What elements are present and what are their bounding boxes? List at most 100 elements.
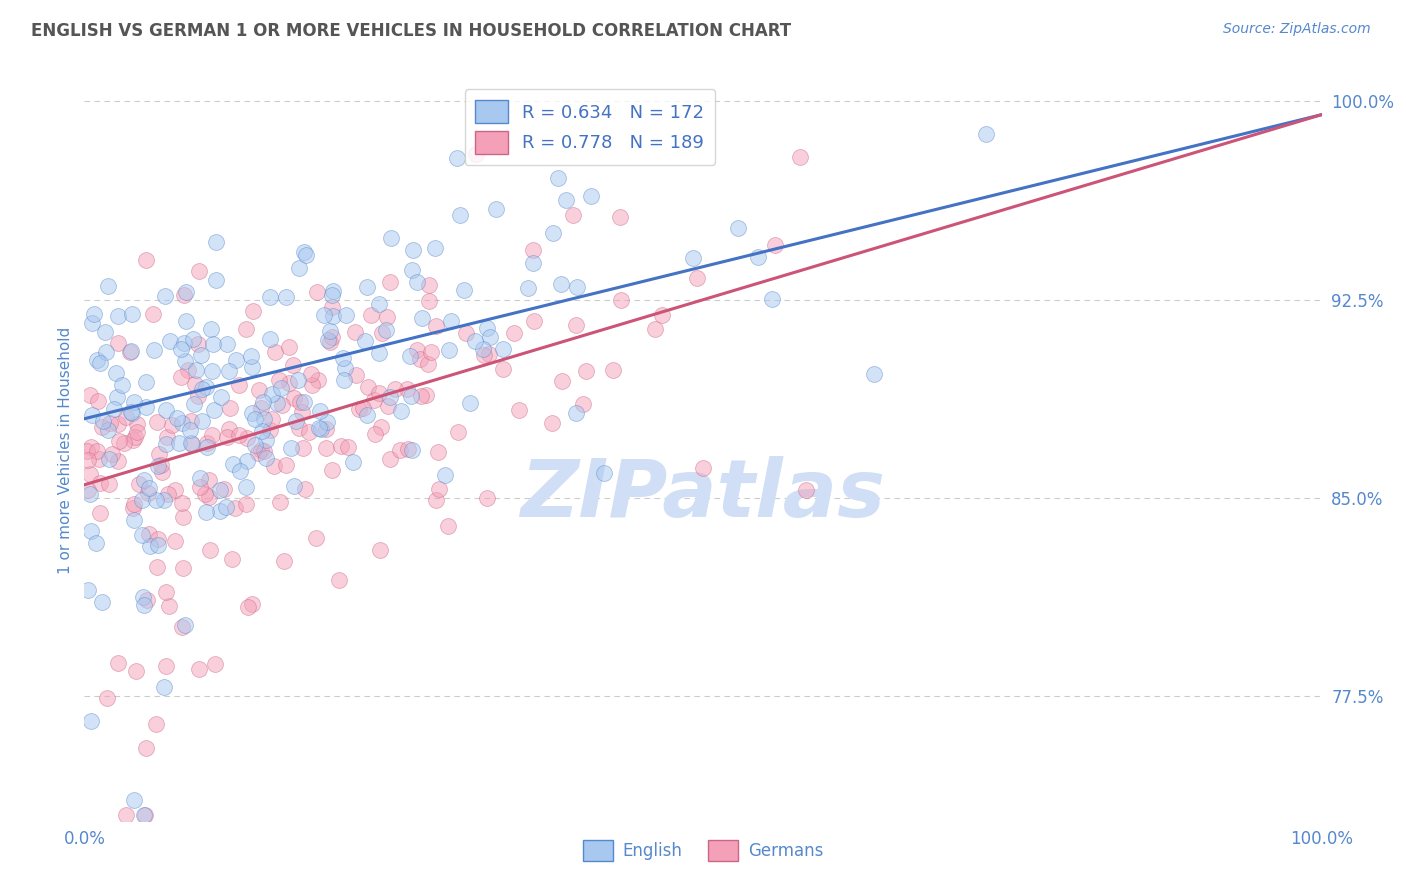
Point bbox=[472, 348, 495, 362]
Point bbox=[332, 351, 354, 366]
Point bbox=[121, 307, 143, 321]
Point bbox=[579, 189, 602, 203]
Point bbox=[278, 376, 301, 390]
Point bbox=[146, 415, 169, 429]
Point bbox=[153, 680, 176, 694]
Point bbox=[215, 500, 238, 515]
Point bbox=[763, 237, 786, 252]
Point bbox=[172, 619, 194, 633]
Point bbox=[172, 509, 194, 524]
Point bbox=[427, 482, 450, 496]
Point bbox=[863, 368, 886, 382]
Point bbox=[259, 424, 281, 438]
Point bbox=[252, 394, 274, 409]
Point bbox=[87, 394, 110, 409]
Point bbox=[235, 497, 257, 511]
Point bbox=[322, 309, 344, 323]
Point bbox=[139, 539, 162, 553]
Point bbox=[333, 373, 356, 387]
Point bbox=[247, 445, 270, 459]
Point bbox=[356, 409, 378, 423]
Point bbox=[508, 403, 530, 417]
Point bbox=[180, 436, 202, 450]
Point bbox=[195, 436, 218, 450]
Point bbox=[263, 459, 285, 474]
Point bbox=[155, 437, 177, 451]
Text: ENGLISH VS GERMAN 1 OR MORE VEHICLES IN HOUSEHOLD CORRELATION CHART: ENGLISH VS GERMAN 1 OR MORE VEHICLES IN … bbox=[31, 22, 792, 40]
Point bbox=[124, 793, 146, 807]
Point bbox=[402, 243, 425, 257]
Point bbox=[315, 415, 337, 429]
Y-axis label: 1 or more Vehicles in Household: 1 or more Vehicles in Household bbox=[58, 326, 73, 574]
Point bbox=[89, 451, 111, 466]
Point bbox=[610, 293, 633, 307]
Point bbox=[240, 597, 263, 611]
Point bbox=[132, 473, 155, 487]
Point bbox=[516, 281, 538, 295]
Point bbox=[396, 382, 419, 396]
Point bbox=[375, 310, 398, 325]
Point bbox=[564, 406, 586, 420]
Point bbox=[124, 430, 146, 444]
Point bbox=[503, 326, 526, 340]
Point bbox=[156, 487, 179, 501]
Point bbox=[357, 380, 380, 394]
Point bbox=[747, 250, 769, 264]
Point bbox=[262, 386, 284, 401]
Point bbox=[150, 458, 173, 472]
Point bbox=[80, 440, 103, 454]
Point bbox=[224, 500, 246, 515]
Point bbox=[183, 397, 205, 411]
Point bbox=[122, 497, 145, 511]
Point bbox=[292, 394, 315, 409]
Point bbox=[567, 279, 589, 293]
Point bbox=[86, 353, 108, 368]
Point bbox=[167, 436, 190, 450]
Point bbox=[83, 307, 105, 321]
Point bbox=[436, 519, 458, 533]
Point bbox=[121, 501, 143, 516]
Point bbox=[418, 277, 440, 292]
Point bbox=[247, 384, 270, 398]
Point bbox=[449, 208, 471, 222]
Point bbox=[377, 399, 399, 413]
Point bbox=[121, 406, 143, 420]
Point bbox=[201, 364, 224, 378]
Point bbox=[371, 326, 394, 341]
Point bbox=[107, 310, 129, 324]
Point bbox=[478, 347, 501, 361]
Point bbox=[155, 659, 177, 673]
Point bbox=[309, 404, 332, 418]
Point bbox=[111, 378, 134, 392]
Point bbox=[235, 322, 257, 336]
Point bbox=[194, 380, 217, 394]
Point bbox=[974, 127, 997, 141]
Point bbox=[283, 479, 305, 493]
Point bbox=[465, 147, 488, 161]
Point bbox=[146, 458, 169, 473]
Point bbox=[132, 598, 155, 612]
Point bbox=[131, 591, 153, 605]
Point bbox=[236, 431, 259, 445]
Point bbox=[96, 691, 118, 706]
Point bbox=[305, 531, 328, 545]
Point bbox=[794, 483, 817, 498]
Point bbox=[235, 480, 257, 494]
Point bbox=[80, 408, 103, 422]
Point bbox=[472, 342, 495, 356]
Point bbox=[565, 318, 588, 332]
Point bbox=[330, 439, 353, 453]
Point bbox=[284, 414, 307, 428]
Point bbox=[114, 410, 136, 425]
Point bbox=[270, 381, 292, 395]
Point bbox=[105, 390, 128, 404]
Point bbox=[204, 657, 226, 671]
Point bbox=[522, 244, 544, 258]
Point bbox=[184, 363, 207, 377]
Point bbox=[98, 476, 121, 491]
Point bbox=[135, 376, 157, 390]
Point bbox=[360, 308, 382, 322]
Point bbox=[352, 401, 374, 415]
Point bbox=[150, 465, 173, 479]
Point bbox=[335, 308, 357, 322]
